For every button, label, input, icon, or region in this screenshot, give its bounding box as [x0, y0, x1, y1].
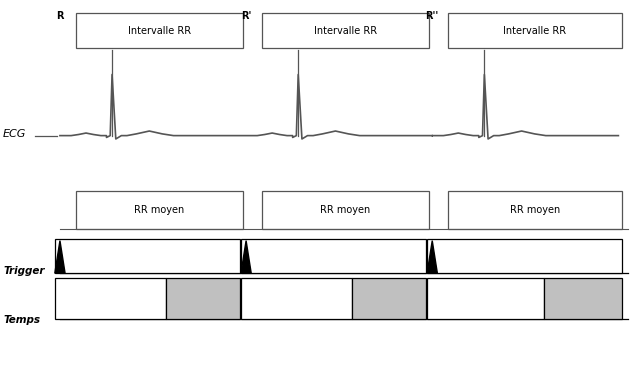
Text: Acq: Acq [574, 293, 592, 304]
Bar [166, 278, 240, 319]
Text: Fenêtre d'acquisition: Fenêtre d'acquisition [440, 248, 535, 257]
Text: Délai: Délai [98, 293, 123, 304]
Text: Intervalle RR: Intervalle RR [127, 26, 191, 36]
Bar [352, 278, 426, 319]
Bar [55, 239, 240, 273]
Text: Trigger: Trigger [3, 266, 45, 276]
Bar [544, 278, 622, 319]
Text: R': R' [241, 11, 251, 21]
Bar [262, 191, 429, 229]
Text: RR moyen: RR moyen [510, 205, 560, 215]
Text: R: R [56, 11, 64, 21]
Text: Intervalle RR: Intervalle RR [314, 26, 377, 36]
Bar [241, 239, 426, 273]
Text: Délai: Délai [473, 293, 498, 304]
Bar [262, 13, 429, 48]
Text: Fenêtre d'acquisition: Fenêtre d'acquisition [68, 248, 163, 257]
Text: Fenêtre d'acquisition: Fenêtre d'acquisition [254, 248, 349, 257]
Polygon shape [241, 241, 251, 273]
Text: Intervalle RR: Intervalle RR [503, 26, 567, 36]
Text: R'': R'' [426, 11, 439, 21]
Polygon shape [427, 241, 437, 273]
Bar [241, 278, 352, 319]
Bar [448, 191, 622, 229]
Text: Acq: Acq [194, 293, 212, 304]
Text: Délai: Délai [284, 293, 309, 304]
Bar [76, 13, 243, 48]
Bar [55, 278, 166, 319]
Bar [427, 239, 622, 273]
Text: ECG: ECG [3, 129, 27, 139]
Bar [427, 278, 544, 319]
Bar [76, 191, 243, 229]
Text: RR moyen: RR moyen [321, 205, 370, 215]
Text: Temps: Temps [3, 315, 40, 325]
Polygon shape [55, 241, 65, 273]
Text: Acq: Acq [380, 293, 398, 304]
Bar [448, 13, 622, 48]
Text: RR moyen: RR moyen [134, 205, 184, 215]
